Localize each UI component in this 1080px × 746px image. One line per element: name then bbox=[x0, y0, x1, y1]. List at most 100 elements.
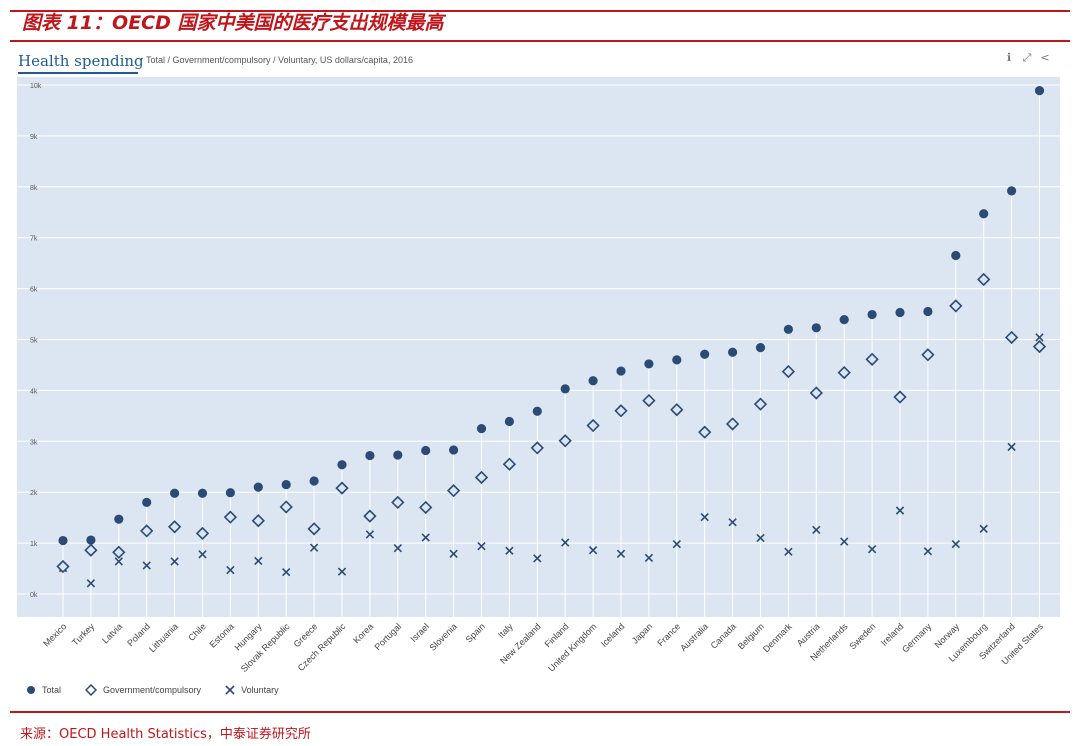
share-icon[interactable]: < bbox=[1040, 51, 1050, 64]
voluntary-point[interactable] bbox=[1007, 442, 1016, 452]
voluntary-point[interactable] bbox=[421, 533, 430, 542]
government-point[interactable] bbox=[84, 543, 98, 557]
government-point[interactable] bbox=[474, 470, 489, 485]
total-point[interactable] bbox=[672, 355, 682, 365]
total-point[interactable] bbox=[616, 366, 626, 376]
total-point[interactable] bbox=[170, 488, 180, 498]
voluntary-point[interactable] bbox=[616, 549, 626, 558]
voluntary-point[interactable] bbox=[505, 546, 514, 555]
government-point[interactable] bbox=[558, 434, 572, 448]
government-point[interactable] bbox=[140, 524, 154, 538]
total-point[interactable] bbox=[393, 450, 403, 460]
voluntary-point[interactable] bbox=[700, 512, 709, 522]
voluntary-point[interactable] bbox=[393, 544, 402, 553]
government-point[interactable] bbox=[530, 441, 544, 455]
total-point[interactable] bbox=[895, 307, 905, 318]
total-point[interactable] bbox=[532, 406, 542, 416]
government-point[interactable] bbox=[1032, 339, 1047, 354]
expand-icon[interactable]: ⤢ bbox=[1022, 51, 1032, 64]
government-point[interactable] bbox=[614, 404, 628, 418]
legend-item-total[interactable]: Total bbox=[26, 685, 61, 695]
total-point[interactable] bbox=[365, 450, 375, 461]
info-icon[interactable]: ℹ bbox=[1006, 51, 1012, 64]
voluntary-point[interactable] bbox=[923, 547, 933, 556]
voluntary-point[interactable] bbox=[337, 567, 347, 576]
government-point[interactable] bbox=[698, 425, 712, 439]
government-point[interactable] bbox=[391, 495, 405, 510]
voluntary-point[interactable] bbox=[588, 546, 598, 555]
government-point[interactable] bbox=[167, 520, 182, 534]
government-point[interactable] bbox=[837, 365, 851, 380]
total-point[interactable] bbox=[253, 482, 263, 492]
total-point[interactable] bbox=[58, 535, 68, 546]
total-point[interactable] bbox=[811, 323, 821, 333]
total-point[interactable] bbox=[504, 416, 514, 427]
total-point[interactable] bbox=[644, 359, 654, 369]
government-point[interactable] bbox=[335, 481, 349, 495]
government-point[interactable] bbox=[753, 397, 768, 411]
total-point[interactable] bbox=[560, 384, 570, 394]
total-point[interactable] bbox=[476, 423, 487, 434]
voluntary-point[interactable] bbox=[951, 539, 960, 549]
total-point[interactable] bbox=[225, 488, 235, 498]
government-point[interactable] bbox=[446, 484, 461, 498]
government-point[interactable] bbox=[809, 386, 823, 400]
total-point[interactable] bbox=[1007, 186, 1017, 196]
total-point[interactable] bbox=[114, 514, 124, 524]
government-point[interactable] bbox=[56, 559, 70, 574]
total-point[interactable] bbox=[281, 479, 291, 490]
total-point[interactable] bbox=[1034, 85, 1045, 96]
voluntary-point[interactable] bbox=[142, 561, 151, 570]
voluntary-point[interactable] bbox=[1035, 333, 1044, 342]
government-point[interactable] bbox=[893, 390, 907, 404]
total-point[interactable] bbox=[86, 535, 96, 545]
government-point[interactable] bbox=[307, 522, 321, 536]
voluntary-point[interactable] bbox=[309, 543, 319, 552]
government-point[interactable] bbox=[949, 299, 963, 313]
government-point[interactable] bbox=[586, 418, 600, 433]
total-point[interactable] bbox=[867, 309, 877, 320]
total-point[interactable] bbox=[309, 476, 319, 486]
voluntary-point[interactable] bbox=[365, 530, 375, 539]
voluntary-point[interactable] bbox=[449, 549, 458, 558]
voluntary-point[interactable] bbox=[812, 525, 821, 535]
voluntary-point[interactable] bbox=[840, 537, 849, 546]
voluntary-point[interactable] bbox=[170, 557, 179, 566]
government-point[interactable] bbox=[502, 457, 517, 471]
government-point[interactable] bbox=[865, 352, 879, 366]
legend-item-government[interactable]: Government/compulsory bbox=[85, 684, 201, 696]
total-point[interactable] bbox=[588, 376, 598, 386]
voluntary-point[interactable] bbox=[114, 557, 123, 566]
voluntary-point[interactable] bbox=[895, 506, 905, 515]
total-point[interactable] bbox=[979, 209, 989, 219]
government-point[interactable] bbox=[1004, 330, 1019, 345]
total-point[interactable] bbox=[449, 445, 459, 455]
government-point[interactable] bbox=[670, 403, 684, 417]
government-point[interactable] bbox=[977, 272, 991, 287]
government-point[interactable] bbox=[279, 500, 293, 514]
voluntary-point[interactable] bbox=[561, 538, 570, 547]
voluntary-point[interactable] bbox=[979, 524, 988, 534]
total-point[interactable] bbox=[923, 306, 933, 317]
voluntary-point[interactable] bbox=[756, 533, 765, 543]
voluntary-point[interactable] bbox=[254, 556, 263, 566]
total-point[interactable] bbox=[197, 488, 208, 498]
total-point[interactable] bbox=[839, 315, 849, 325]
voluntary-point[interactable] bbox=[86, 579, 96, 588]
voluntary-point[interactable] bbox=[226, 565, 235, 575]
government-point[interactable] bbox=[419, 500, 433, 515]
government-point[interactable] bbox=[363, 509, 377, 523]
government-point[interactable] bbox=[725, 417, 740, 431]
total-point[interactable] bbox=[783, 324, 794, 334]
total-point[interactable] bbox=[337, 460, 347, 470]
voluntary-point[interactable] bbox=[477, 541, 486, 551]
government-point[interactable] bbox=[251, 514, 265, 528]
government-point[interactable] bbox=[112, 545, 126, 559]
legend-item-voluntary[interactable]: Voluntary bbox=[225, 685, 279, 695]
voluntary-point[interactable] bbox=[282, 567, 291, 577]
voluntary-point[interactable] bbox=[644, 553, 654, 563]
government-point[interactable] bbox=[223, 510, 238, 524]
voluntary-point[interactable] bbox=[784, 547, 793, 556]
total-point[interactable] bbox=[728, 347, 738, 357]
voluntary-point[interactable] bbox=[672, 539, 681, 549]
